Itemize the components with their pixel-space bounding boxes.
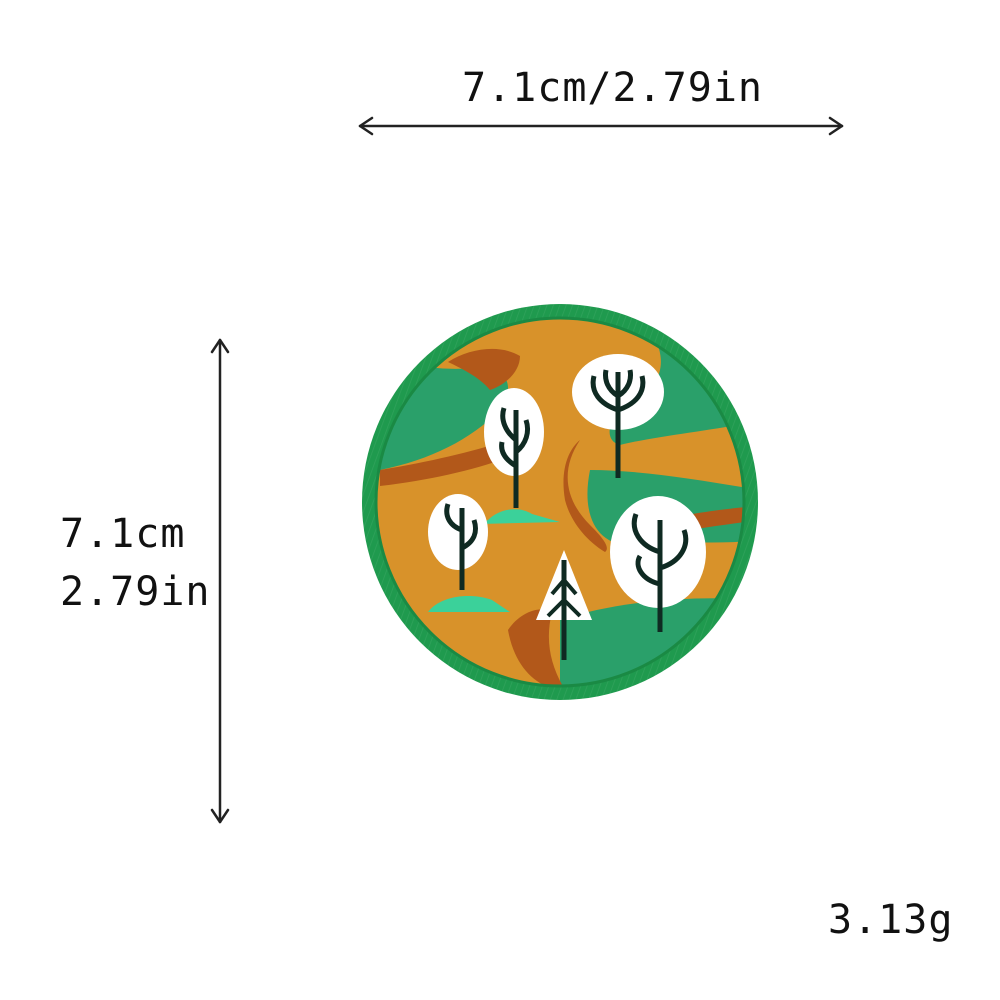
grass-mound-upper bbox=[480, 509, 560, 524]
height-arrow bbox=[210, 338, 230, 824]
height-dimension-in-label: 2.79in bbox=[60, 569, 211, 615]
tree-top-right bbox=[572, 354, 664, 478]
brown-path-bottom bbox=[508, 609, 565, 686]
brown-path-river bbox=[563, 440, 607, 552]
tree-upper-left bbox=[484, 388, 544, 508]
width-dimension-label: 7.1cm/2.79in bbox=[462, 65, 763, 111]
forest-patch bbox=[362, 304, 758, 700]
brown-path-top bbox=[448, 348, 520, 390]
height-dimension-cm-label: 7.1cm bbox=[60, 511, 186, 557]
width-arrow bbox=[358, 116, 844, 136]
grass-mound-lower bbox=[428, 596, 510, 612]
tree-pine-bottom bbox=[536, 550, 592, 660]
tree-right bbox=[610, 496, 706, 632]
weight-label: 3.13g bbox=[828, 897, 954, 943]
tree-middle-left bbox=[428, 494, 488, 590]
brown-path-middle bbox=[380, 440, 515, 486]
